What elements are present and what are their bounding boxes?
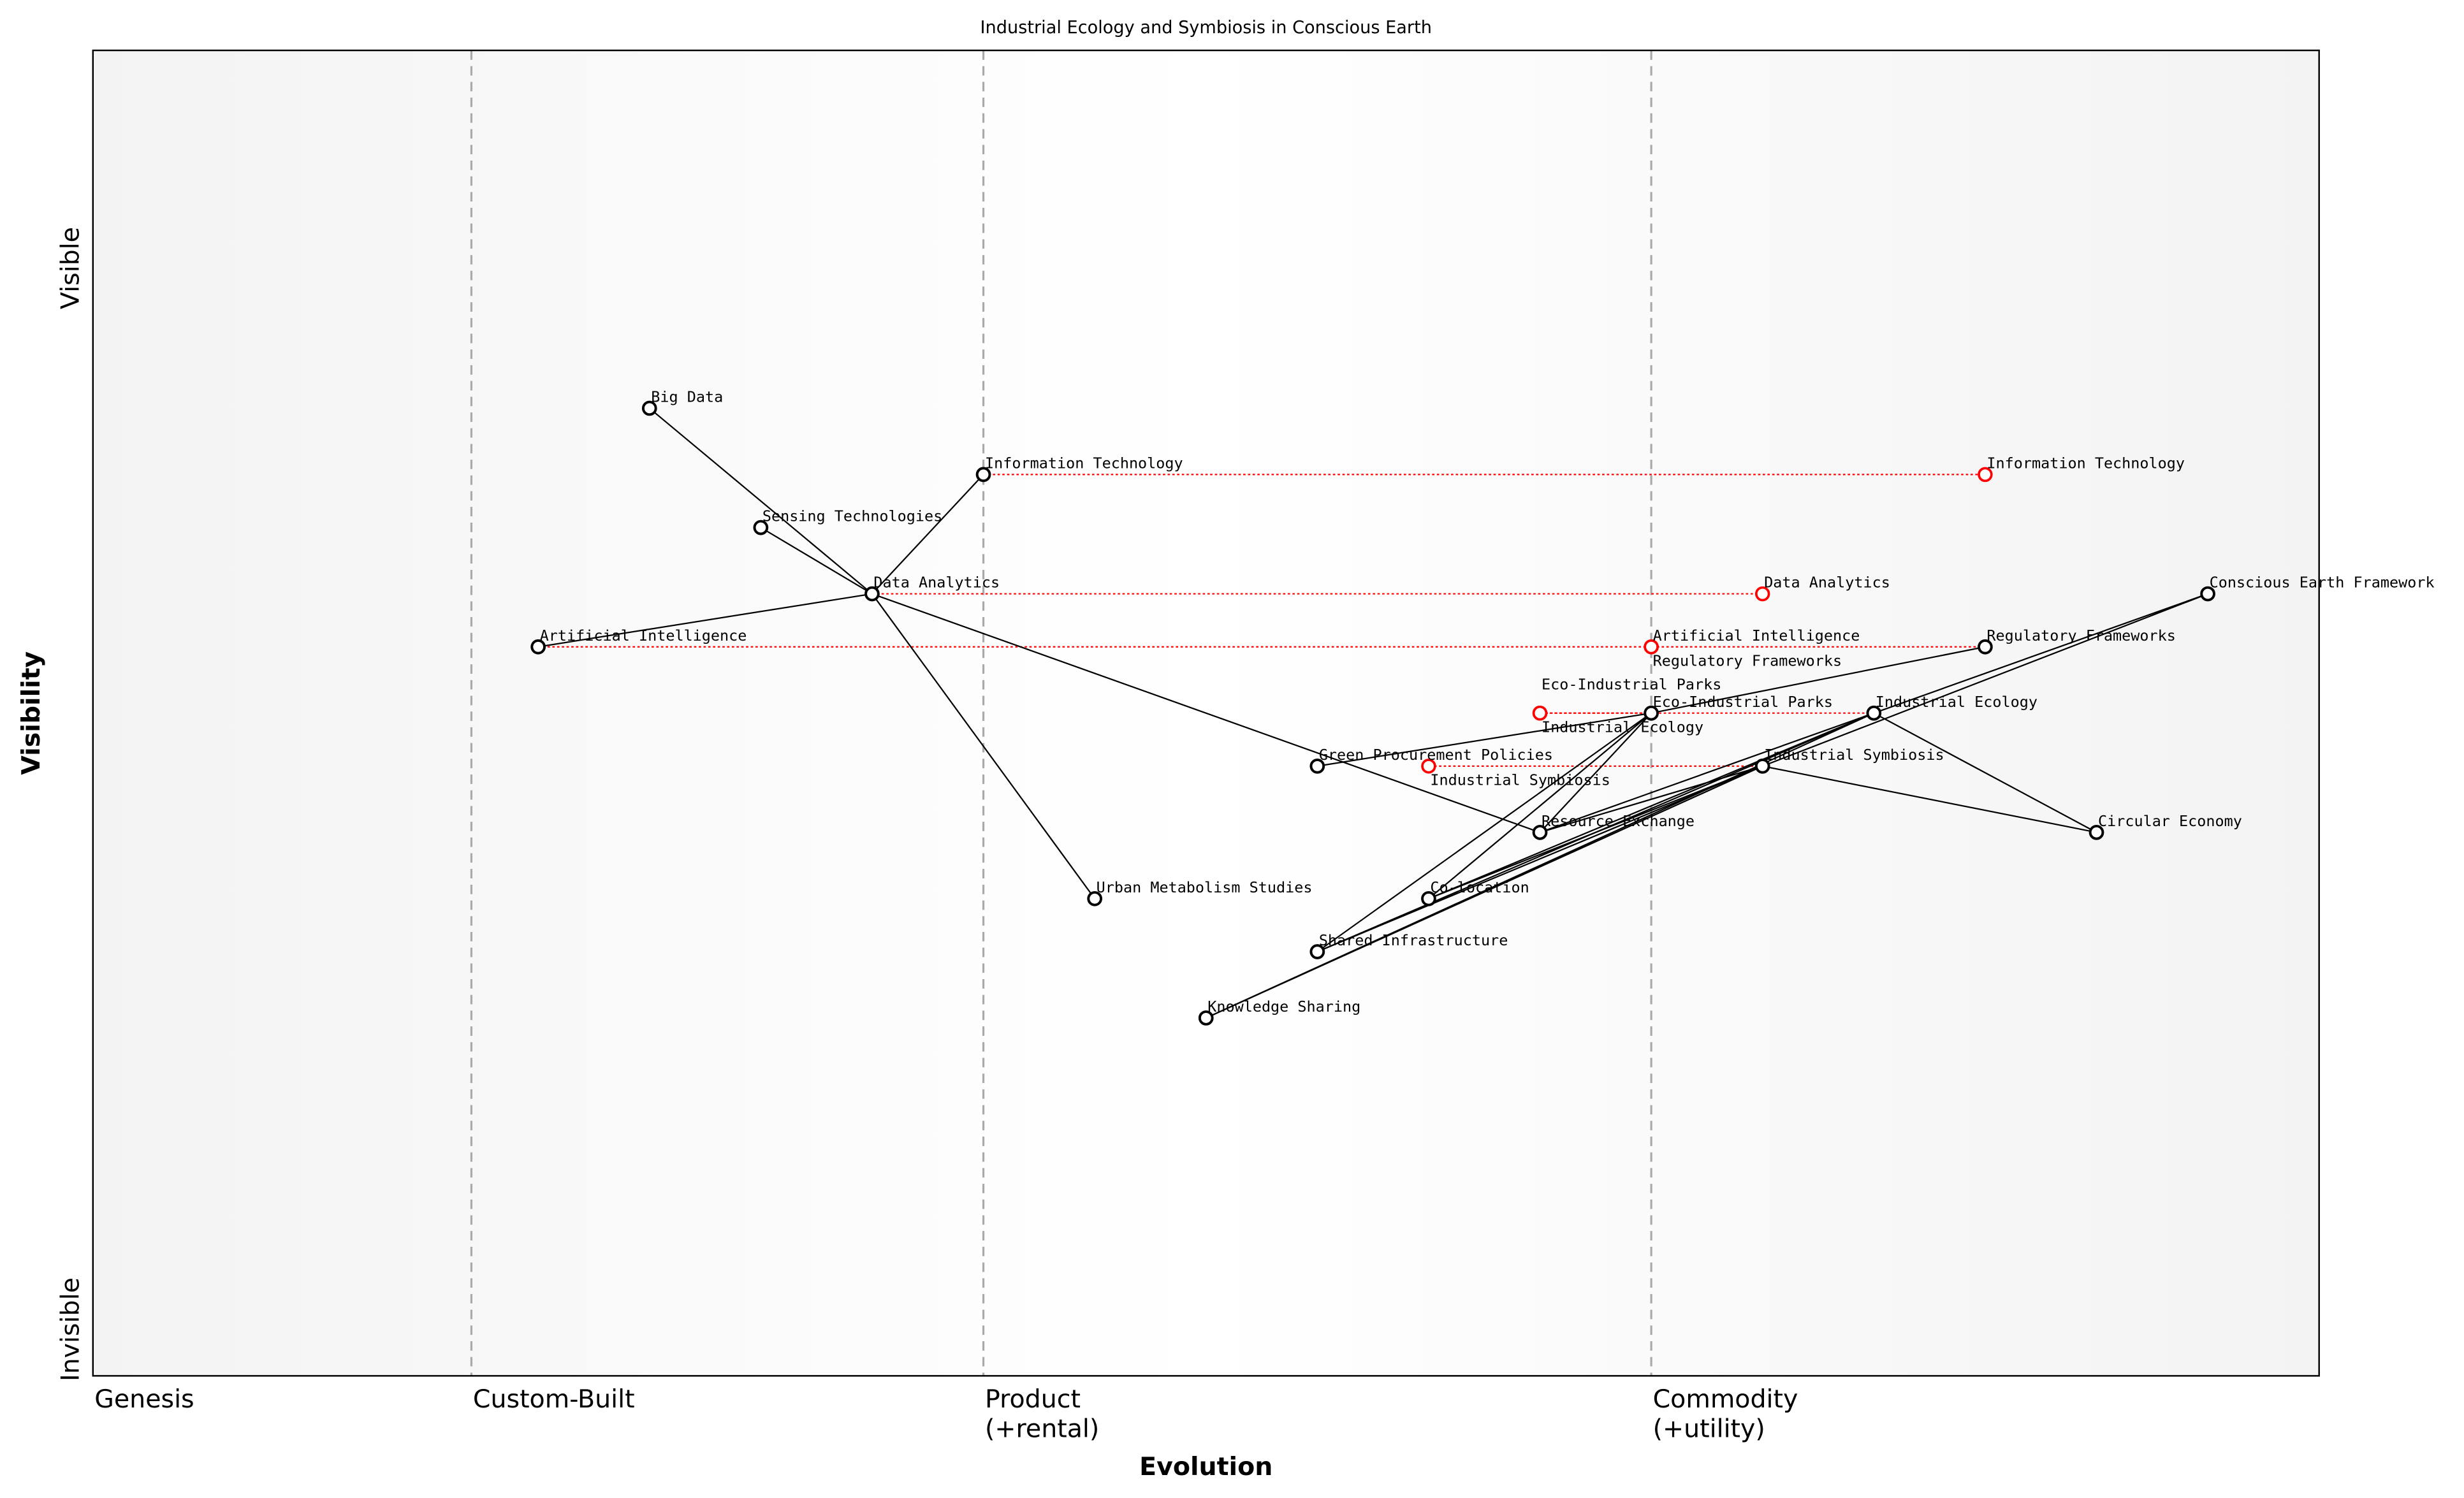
component-label: Co-location	[1430, 878, 1529, 896]
dependency-link	[1873, 593, 2208, 714]
component-node[interactable]	[1087, 891, 1103, 906]
dependency-link	[1428, 712, 1652, 899]
x-tick-label: Genesis	[94, 1385, 194, 1414]
dependency-link	[871, 593, 1096, 899]
dependency-link	[871, 474, 984, 595]
component-node[interactable]	[1309, 759, 1325, 774]
dependency-link	[1316, 712, 1652, 952]
dependency-link	[1206, 765, 1763, 1019]
dependency-link	[1316, 765, 1763, 953]
dependency-link	[1539, 712, 1652, 833]
dependency-link	[871, 593, 1540, 833]
component-node[interactable]	[753, 520, 769, 535]
component-label: Knowledge Sharing	[1207, 998, 1360, 1015]
dependency-link	[760, 527, 873, 595]
evolved-component-label: Artificial Intelligence	[1653, 627, 1860, 644]
component-node[interactable]	[1309, 944, 1325, 959]
x-tick-label: Custom-Built	[473, 1385, 635, 1414]
dependency-link	[1762, 593, 2208, 767]
component-node[interactable]	[1421, 891, 1436, 906]
dependency-link	[1540, 765, 1763, 833]
evolved-component-marker	[1421, 759, 1436, 774]
dependency-link	[1428, 765, 1763, 899]
evolved-component-label: Data Analytics	[1764, 574, 1890, 592]
component-label: Information Technology	[985, 454, 1183, 472]
dependency-link	[1428, 712, 1874, 899]
component-label: Industrial Symbiosis	[1764, 746, 1944, 764]
component-label: Eco-Industrial Parks	[1653, 693, 1833, 711]
evolved-component-marker	[1532, 705, 1548, 721]
dependency-link	[649, 407, 873, 595]
component-label: Resource Exchange	[1542, 812, 1695, 830]
x-tick-label: Product (+rental)	[985, 1385, 1099, 1444]
component-node[interactable]	[864, 586, 880, 602]
component-node[interactable]	[1754, 759, 1770, 774]
component-node[interactable]	[975, 467, 991, 483]
component-node[interactable]	[1978, 639, 1993, 655]
evolved-component-marker	[1754, 586, 1770, 602]
component-label: Conscious Earth Framework	[2210, 574, 2435, 592]
component-node[interactable]	[1532, 824, 1548, 840]
dependency-link	[1762, 765, 2097, 833]
y-axis-label: Visibility	[17, 651, 46, 774]
component-node[interactable]	[2200, 586, 2215, 602]
component-label: Data Analytics	[873, 574, 1000, 592]
component-label: Green Procurement Policies	[1319, 746, 1553, 764]
x-tick-label: Commodity (+utility)	[1653, 1385, 1798, 1444]
component-label: Urban Metabolism Studies	[1097, 878, 1313, 896]
component-label: Circular Economy	[2098, 812, 2242, 830]
evolved-component-label: Regulatory Frameworks	[1653, 651, 1842, 669]
evolved-component-label: Industrial Symbiosis	[1430, 771, 1610, 789]
evolved-component-marker	[1644, 639, 1659, 655]
component-node[interactable]	[530, 639, 546, 655]
evolved-component-marker	[1978, 467, 1993, 483]
dependency-link	[1317, 712, 1652, 767]
component-label: Industrial Ecology	[1876, 693, 2038, 711]
evolved-component-label: Industrial Ecology	[1542, 718, 1703, 736]
component-node[interactable]	[2089, 824, 2104, 840]
component-label: Artificial Intelligence	[540, 627, 747, 644]
component-label: Big Data	[651, 388, 723, 406]
dependency-link	[1873, 712, 2097, 833]
component-node[interactable]	[1644, 705, 1659, 721]
plot-frame	[92, 49, 2320, 1377]
component-label: Sensing Technologies	[762, 507, 942, 525]
evolved-component-label: Information Technology	[1987, 454, 2185, 472]
component-node[interactable]	[641, 400, 657, 416]
component-node[interactable]	[1198, 1010, 1214, 1026]
dependency-link	[1540, 712, 1874, 833]
y-tick-label: Visible	[56, 227, 85, 309]
dependency-link	[538, 593, 873, 648]
y-tick-label: Invisible	[56, 1277, 85, 1381]
component-label: Regulatory Frameworks	[1987, 627, 2176, 644]
chart-title: Industrial Ecology and Symbiosis in Cons…	[980, 18, 1432, 38]
x-axis-label: Evolution	[1139, 1452, 1272, 1481]
component-label: Shared Infrastructure	[1319, 931, 1508, 949]
dependency-link	[1651, 646, 1986, 714]
component-node[interactable]	[1866, 705, 1882, 721]
evolved-component-label: Eco-Industrial Parks	[1542, 676, 1721, 694]
